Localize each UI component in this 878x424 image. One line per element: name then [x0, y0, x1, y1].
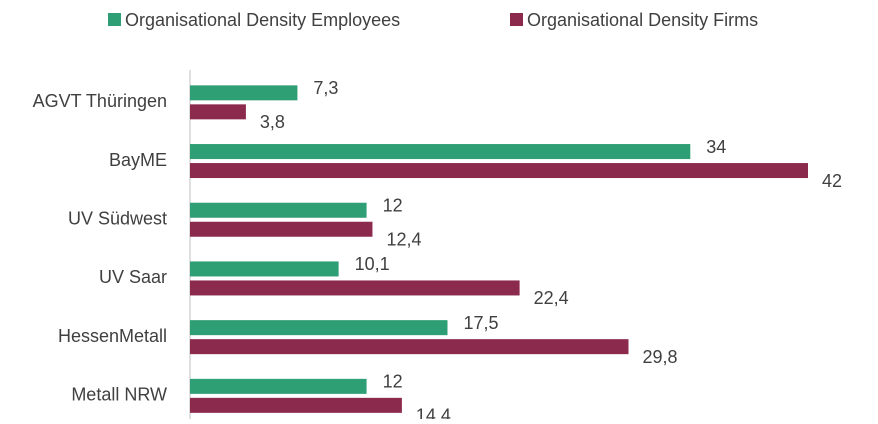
bar [190, 104, 246, 120]
data-label: 10,1 [355, 254, 390, 274]
data-label: 29,8 [642, 347, 677, 367]
bar [190, 397, 402, 413]
y-tick-label: Metall NRW [71, 385, 167, 405]
data-label: 34 [706, 137, 726, 157]
y-tick-label: HessenMetall [58, 326, 167, 346]
data-label: 14,4 [416, 406, 451, 419]
bar [190, 261, 339, 277]
legend-label: Organisational Density Firms [527, 10, 758, 30]
bar [190, 144, 691, 160]
y-tick-label: UV Saar [99, 267, 167, 287]
data-label: 12,4 [386, 230, 421, 250]
bar [190, 163, 808, 179]
bar [190, 280, 520, 296]
bar [190, 339, 629, 355]
data-label: 7,3 [313, 78, 338, 98]
bar [190, 320, 448, 336]
data-label: 12 [383, 372, 403, 392]
y-tick-label: BayME [109, 150, 167, 170]
data-label: 12 [383, 196, 403, 216]
bar [190, 85, 298, 101]
data-label: 3,8 [260, 112, 285, 132]
bar [190, 221, 373, 237]
legend-label: Organisational Density Employees [125, 10, 400, 30]
y-tick-label: UV Südwest [68, 209, 167, 229]
legend-swatch [108, 13, 121, 26]
bar [190, 202, 367, 218]
legend-swatch [510, 13, 523, 26]
data-label: 17,5 [464, 313, 499, 333]
y-tick-label: AGVT Thüringen [33, 91, 167, 111]
data-label: 42 [822, 171, 842, 191]
bar [190, 378, 367, 394]
data-label: 22,4 [534, 288, 569, 308]
